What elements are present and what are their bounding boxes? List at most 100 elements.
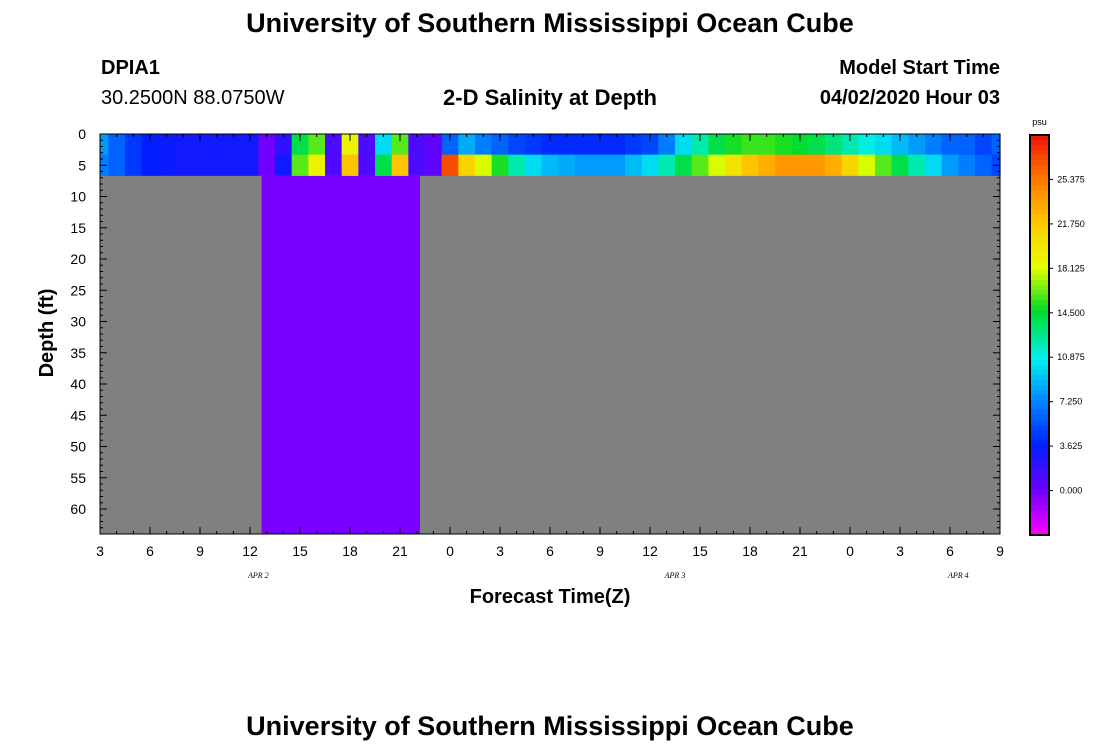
- heatmap-cell: [508, 134, 526, 156]
- heatmap-cell: [125, 134, 143, 156]
- colorbar-segment: [1030, 395, 1049, 401]
- heatmap-cell: [591, 154, 609, 176]
- heatmap-cell: [758, 154, 776, 176]
- colorbar-segment: [1030, 280, 1049, 286]
- colorbar-segment: [1030, 235, 1049, 241]
- x-tick-label: 21: [792, 543, 808, 559]
- y-tick-label: 40: [70, 376, 86, 392]
- colorbar-segment: [1030, 510, 1049, 516]
- heatmap-cell: [541, 154, 559, 176]
- colorbar-segment: [1030, 230, 1049, 236]
- heatmap-cell: [691, 134, 709, 156]
- x-axis: 3 6 9 12 15 18 21 0 3 6 9 12 15 18 21 0 3 6 9 APR 2 APR 3 APR…: [96, 134, 1004, 580]
- colorbar-segment: [1030, 500, 1049, 506]
- x-tick-label: 15: [692, 543, 708, 559]
- model-start-label: Model Start Time: [839, 57, 1000, 79]
- heatmap-cell: [958, 134, 976, 156]
- heatmap-cell: [725, 154, 743, 176]
- heatmap-cell: [641, 134, 659, 156]
- colorbar-segment: [1030, 190, 1049, 196]
- heatmap-cell: [641, 154, 659, 176]
- colorbar-label: 3.625: [1060, 441, 1083, 451]
- x-tick-label: 9: [596, 543, 604, 559]
- colorbar-label: 21.750: [1057, 219, 1085, 229]
- heatmap-cell: [108, 134, 126, 156]
- x-date-label: APR 3: [664, 571, 686, 580]
- x-tick-label: 0: [446, 543, 454, 559]
- colorbar-segment: [1030, 385, 1049, 391]
- colorbar-unit: psu: [1032, 117, 1047, 127]
- y-tick-label: 60: [70, 501, 86, 517]
- y-tick-label: 25: [70, 282, 86, 298]
- heatmap-cell: [275, 134, 293, 156]
- colorbar-segment: [1030, 400, 1049, 406]
- colorbar-segment: [1030, 320, 1049, 326]
- heatmap-cell: [191, 134, 209, 156]
- heatmap-cell: [625, 134, 643, 156]
- colorbar-segment: [1030, 240, 1049, 246]
- heatmap-cell: [541, 134, 559, 156]
- heatmap-cell: [775, 154, 793, 176]
- heatmap-cell: [391, 134, 409, 156]
- x-tick-label: 6: [546, 543, 554, 559]
- heatmap-cell: [141, 134, 159, 156]
- deep-fill-column: [261, 175, 420, 534]
- heatmap-cell: [308, 154, 326, 176]
- colorbar-segment: [1030, 325, 1049, 331]
- heatmap-cell: [258, 154, 276, 176]
- heatmap-cell: [391, 154, 409, 176]
- colorbar-label: 14.500: [1057, 308, 1085, 318]
- heatmap-cell: [225, 154, 243, 176]
- x-tick-label: 6: [146, 543, 154, 559]
- colorbar-segment: [1030, 340, 1049, 346]
- heatmap-cell: [941, 154, 959, 176]
- x-tick-label: 3: [896, 543, 904, 559]
- colorbar-segment: [1030, 440, 1049, 446]
- x-tick-label: 21: [392, 543, 408, 559]
- heatmap-cell: [741, 134, 759, 156]
- colorbar-segment: [1030, 285, 1049, 291]
- y-axis-title: Depth (ft): [36, 289, 58, 378]
- heatmap-cell: [325, 134, 343, 156]
- colorbar-segment: [1030, 420, 1049, 426]
- heatmap-cell: [508, 154, 526, 176]
- heatmap-cell: [275, 154, 293, 176]
- y-tick-label: 5: [78, 157, 86, 173]
- colorbar-segment: [1030, 450, 1049, 456]
- colorbar-segment: [1030, 210, 1049, 216]
- heatmap-cell: [291, 154, 309, 176]
- heatmap-cell: [291, 134, 309, 156]
- y-tick-label: 30: [70, 314, 86, 330]
- heatmap-cell: [525, 134, 543, 156]
- heatmap-cell: [725, 134, 743, 156]
- heatmap-cell: [425, 134, 443, 156]
- y-tick-label: 20: [70, 251, 86, 267]
- heatmap-cell: [941, 134, 959, 156]
- colorbar-segment: [1030, 435, 1049, 441]
- heatmap-cell: [441, 154, 459, 176]
- heatmap-cells: [100, 134, 1001, 534]
- colorbar-segment: [1030, 185, 1049, 191]
- x-tick-label: 0: [846, 543, 854, 559]
- colorbar-segment: [1030, 265, 1049, 271]
- colorbar-label: 10.875: [1057, 352, 1085, 362]
- colorbar-segment: [1030, 480, 1049, 486]
- heatmap-cell: [208, 154, 226, 176]
- y-tick-label: 50: [70, 439, 86, 455]
- colorbar-segment: [1030, 375, 1049, 381]
- heatmap-cell: [675, 154, 693, 176]
- heatmap-cell: [408, 134, 426, 156]
- heatmap-cell: [358, 154, 376, 176]
- colorbar-segment: [1030, 310, 1049, 316]
- x-axis-title: Forecast Time(Z): [470, 586, 631, 608]
- colorbar-segment: [1030, 475, 1049, 481]
- station-location: 30.2500N 88.0750W: [101, 87, 285, 109]
- colorbar-segment: [1030, 275, 1049, 281]
- colorbar-segment: [1030, 245, 1049, 251]
- heatmap-cell: [891, 154, 909, 176]
- heatmap-cell: [925, 134, 943, 156]
- colorbar-segment: [1030, 195, 1049, 201]
- colorbar-segment: [1030, 315, 1049, 321]
- y-tick-label: 35: [70, 345, 86, 361]
- colorbar-segment: [1030, 485, 1049, 491]
